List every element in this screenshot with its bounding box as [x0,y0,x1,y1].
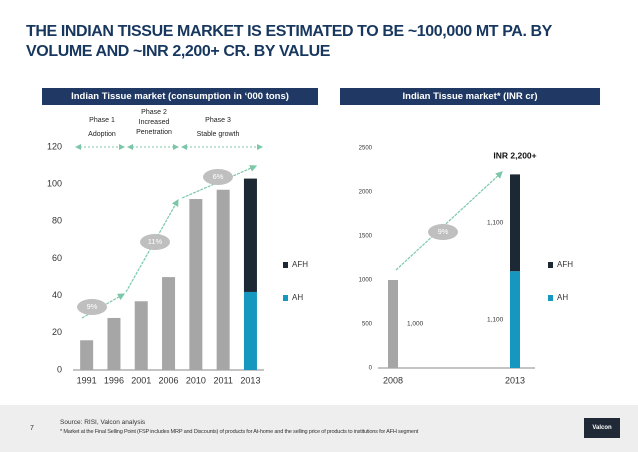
bar [510,271,520,368]
bar [243,178,257,292]
y-tick-label: 40 [52,290,62,300]
chart-header: Indian Tissue market (consumption in ‘00… [42,88,318,105]
y-tick-label: 60 [52,253,62,263]
y-tick-label: 2500 [359,146,373,152]
growth-rate: 9% [87,302,98,311]
x-tick-label: 2001 [131,375,151,385]
footnote: * Market at the Final Selling Point (FSP… [60,429,419,435]
legend-swatch [548,262,553,268]
chart-header: Indian Tissue market* (INR cr) [340,88,600,105]
phase-title: Phase 1 [89,117,115,124]
value-label: 1,000 [407,321,424,328]
y-tick-label: 120 [47,141,62,151]
phase-title: Phase 2 [141,109,167,116]
bar [243,291,257,370]
y-tick-label: 80 [52,216,62,226]
legend-label: AH [292,293,303,302]
growth-bubble [203,169,233,185]
y-tick-label: 1500 [359,234,373,240]
legend-label: AH [557,293,568,302]
page-number: 7 [30,425,34,432]
x-tick-label: 2010 [186,375,206,385]
bar [162,277,176,370]
phase-title: Phase 3 [205,117,231,124]
phase-subtitle: Adoption [88,131,116,138]
x-tick-label: 2011 [213,375,232,385]
logo: Valcon [584,418,620,438]
x-tick-label: 1996 [104,375,124,385]
growth-bubble [77,299,107,315]
value-label: 1,100 [487,220,504,227]
legend-label: AFH [557,260,573,269]
y-tick-label: 500 [362,322,373,328]
x-tick-label: 2013 [505,375,525,385]
growth-rate: 9% [438,227,449,236]
growth-rate: 6% [213,172,224,181]
y-tick-label: 0 [369,366,373,372]
footer: 7 Source: RISI, Valcon analysis * Market… [0,405,638,452]
x-tick-label: 2006 [159,375,179,385]
growth-bubble [140,234,170,250]
source: Source: RISI, Valcon analysis [60,419,146,426]
value-label: 1,100 [487,316,504,323]
charts: 0 20 40 60 80 100 120 1991 1996 2001 2006 2010 2011 2… [47,141,573,385]
phase-subtitle: Stable growth [196,131,240,138]
phase-subtitle: Increased Penetration [136,119,172,136]
y-tick-label: 0 [57,364,62,374]
bar [107,317,121,370]
x-tick-label: 2013 [240,375,260,385]
growth-rate: 11% [148,237,163,246]
growth-arrow [395,171,503,271]
y-tick-label: 2000 [359,190,373,196]
callout: INR 2,200+ [493,150,536,160]
bar [388,280,398,368]
bar [134,301,148,370]
bar [216,189,230,370]
bar [189,199,203,370]
bar [80,340,94,370]
y-tick-label: 1000 [359,278,373,284]
growth-bubble [428,224,458,240]
y-tick-label: 20 [52,327,62,337]
legend-swatch [283,262,288,268]
legend-label: AFH [292,260,308,269]
x-tick-label: 2008 [383,375,403,385]
legend-swatch [283,295,288,301]
bar [510,174,520,272]
legend-swatch [548,295,553,301]
slide-title: THE INDIAN TISSUE MARKET IS ESTIMATED TO… [26,23,552,60]
y-tick-label: 100 [47,179,62,189]
x-tick-label: 1991 [77,375,97,385]
